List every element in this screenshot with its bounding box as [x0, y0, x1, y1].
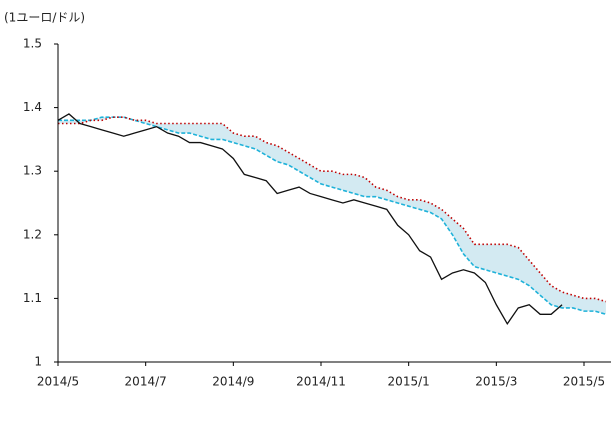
x-tick-label: 2014/7 [125, 375, 167, 389]
x-tick-label: 2014/11 [296, 375, 346, 389]
series-line [57, 113, 563, 326]
y-tick-label: 1.1 [23, 291, 42, 305]
x-tick-label: 2014/5 [37, 375, 79, 389]
x-tick-label: 2015/1 [388, 375, 430, 389]
chart-title: (1ユーロ/ドル) [4, 11, 85, 25]
x-tick-label: 2014/9 [212, 375, 254, 389]
y-tick-label: 1.4 [23, 100, 42, 114]
y-tick-label: 1.5 [23, 37, 42, 51]
x-tick-label: 2015/5 [563, 375, 605, 389]
band-area [58, 117, 606, 315]
y-tick-label: 1.2 [23, 227, 42, 241]
series-line [58, 116, 607, 303]
y-tick-label: 1.3 [23, 164, 42, 178]
x-tick-label: 2015/3 [475, 375, 517, 389]
y-tick-label: 1 [34, 355, 42, 369]
series-line [58, 116, 607, 316]
